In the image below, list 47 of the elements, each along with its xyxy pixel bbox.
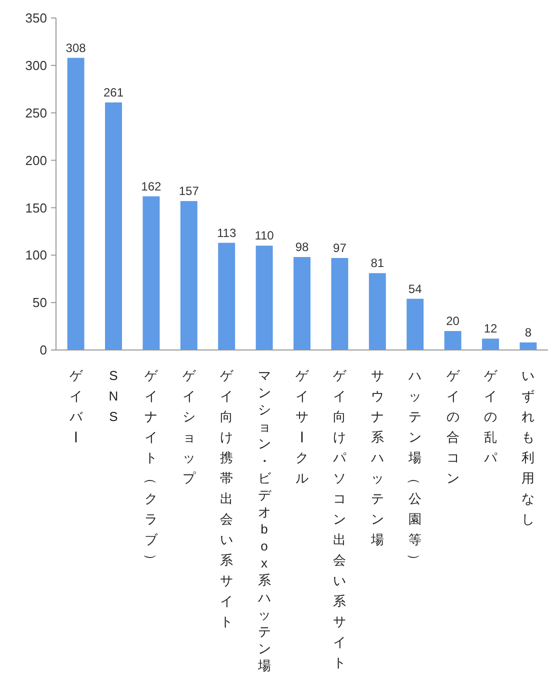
bar: [368, 273, 386, 350]
y-tick-label: 200: [25, 152, 47, 168]
x-tick-label: ゲイの乱パ: [483, 368, 498, 465]
y-tick-label: 300: [25, 58, 47, 73]
category-label: ゲイ向け携帯出会い系サイト: [220, 368, 234, 629]
category-label: ゲイナイト（クラブ）: [143, 368, 158, 566]
x-tick-label: ゲイサークル: [294, 368, 310, 486]
y-tick-label: 0: [40, 342, 47, 358]
x-tick-label: ゲイバー: [68, 368, 84, 444]
data-label: 308: [66, 40, 86, 55]
data-label: 54: [408, 282, 422, 296]
bar: [67, 58, 84, 350]
x-tick-label: ゲイの合コン: [446, 368, 460, 486]
data-label: 8: [524, 325, 532, 340]
y-tick-label: 100: [25, 248, 47, 263]
y-tick-label: 250: [25, 105, 47, 120]
bar: [406, 298, 424, 350]
bar: [294, 257, 310, 350]
bar: [520, 342, 537, 350]
x-tick-label: SNS: [108, 368, 118, 424]
data-label: 98: [295, 240, 309, 254]
data-label: 162: [141, 179, 162, 194]
data-label: 261: [103, 85, 124, 100]
y-tick-label: 50: [32, 295, 47, 310]
data-label: 81: [370, 256, 384, 270]
category-label: ハッテン場（公園等）: [407, 368, 422, 566]
x-tick-label: いずれも利用なし: [522, 368, 535, 526]
x-tick-label: ゲイショップ: [182, 368, 196, 486]
data-label: 20: [446, 314, 460, 328]
y-tick-label: 150: [25, 200, 47, 216]
data-label: 12: [484, 322, 498, 336]
bar: [482, 338, 499, 350]
data-label: 97: [333, 240, 347, 255]
data-label: 110: [254, 228, 274, 243]
bar: [105, 102, 122, 350]
bar: [256, 246, 273, 350]
bar: [444, 331, 462, 350]
data-label: 157: [178, 184, 200, 198]
category-label: サウナ系ハッテン場: [370, 368, 384, 547]
bar: [180, 201, 198, 350]
data-label: 113: [217, 226, 236, 240]
bar: [331, 258, 348, 350]
y-tick-label: 350: [25, 10, 47, 26]
bar: [142, 196, 160, 350]
category-label: マンション・ビデオbox系ハッテン場: [258, 368, 271, 673]
category-label: ゲイ向けパソコン出会い系サイト: [333, 368, 346, 670]
bar: [218, 242, 236, 350]
